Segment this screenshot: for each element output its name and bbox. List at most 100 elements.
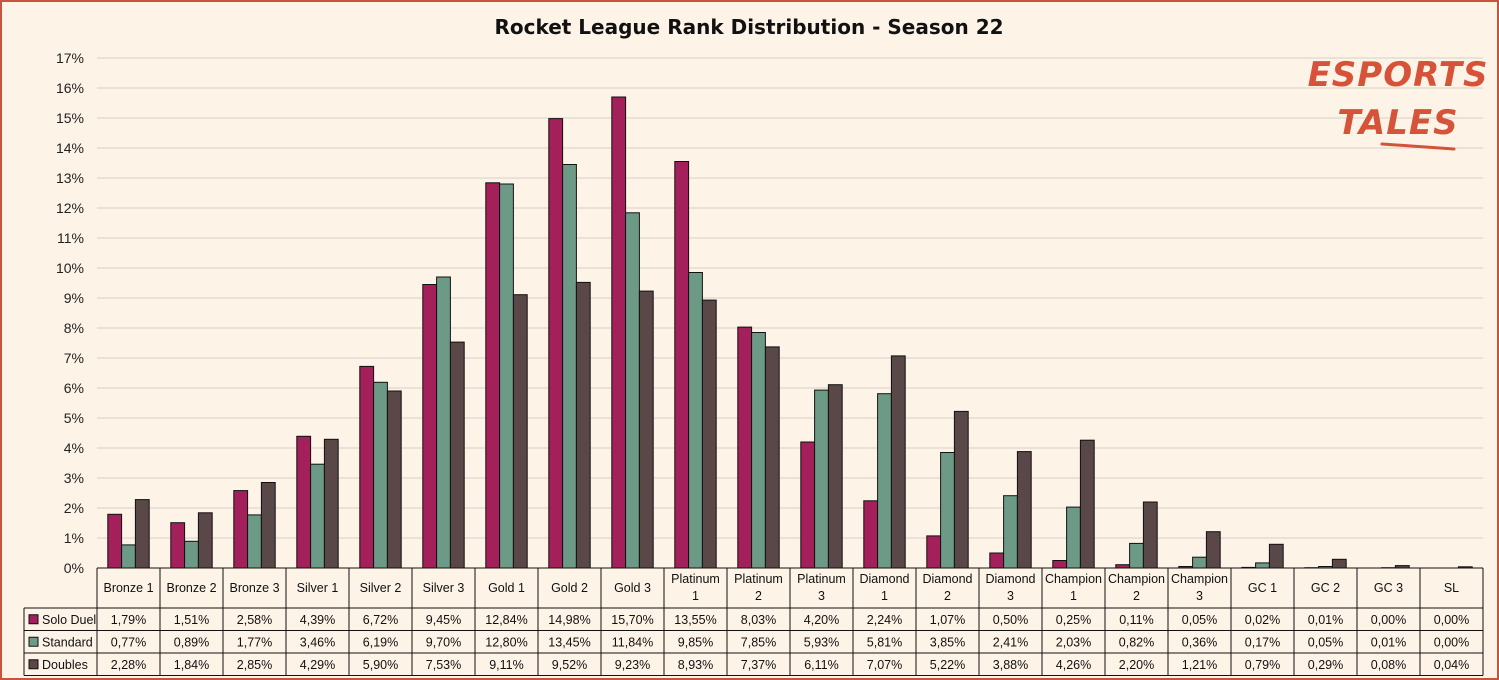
table-cell: 1,21% <box>1182 658 1217 672</box>
category-label: Champion 1 <box>1045 572 1102 603</box>
bar-standard <box>1066 506 1081 569</box>
bar-solo-duel <box>296 435 312 569</box>
bar-solo-duel <box>422 284 438 569</box>
y-axis-ticks: 0% 1% 2% 3% 4% 5% 6% 7% 8% 9% 10% 11% 12% 13% 14% 15% 16… <box>56 50 84 576</box>
bar-standard <box>373 381 388 569</box>
table-cell: 13,55% <box>674 613 716 627</box>
category-label: Bronze 1 <box>103 581 153 595</box>
table-cell: 0,29% <box>1308 658 1343 672</box>
bar-doubles <box>512 294 528 569</box>
bar-standard <box>625 212 640 569</box>
table-cell: 6,72% <box>363 613 398 627</box>
bar-standard <box>1129 542 1144 569</box>
category-label: Champion 3 <box>1171 572 1228 603</box>
bar-standard <box>499 183 514 569</box>
bar-doubles <box>323 438 339 569</box>
table-cell: 2,85% <box>237 658 272 672</box>
table-cell: 4,26% <box>1056 658 1091 672</box>
category-label: GC 2 <box>1311 581 1340 595</box>
table-cell: 6,11% <box>804 658 839 672</box>
table-cell: 0,11% <box>1119 613 1154 627</box>
bar-solo-duel <box>107 513 123 569</box>
table-cell: 1,51% <box>174 613 209 627</box>
table-cell: 5,93% <box>804 635 839 649</box>
table-cell: 11,84% <box>612 635 653 649</box>
bar-standard <box>121 544 136 569</box>
y-tick-label: 6% <box>64 380 84 396</box>
table-cell: 0,05% <box>1182 613 1217 627</box>
table-cell: 13,45% <box>548 635 590 649</box>
bar-standard <box>814 389 829 569</box>
table-cell: 12,80% <box>485 635 527 649</box>
table-cell: 2,41% <box>993 635 1028 649</box>
bar-doubles <box>638 290 654 569</box>
bar-standard <box>247 514 262 569</box>
bar-doubles <box>953 410 969 569</box>
bar-doubles <box>134 499 150 569</box>
bar-solo-duel <box>674 161 690 569</box>
bar-doubles <box>827 384 843 569</box>
bar-solo-duel <box>233 490 249 569</box>
bar-solo-duel <box>926 535 942 569</box>
bar-doubles <box>197 512 213 569</box>
y-tick-label: 16% <box>56 80 84 96</box>
bar-doubles <box>1268 543 1284 569</box>
y-tick-label: 4% <box>64 440 84 456</box>
category-label: Gold 1 <box>488 581 525 595</box>
bar-doubles <box>260 482 276 569</box>
table-cell: 0,25% <box>1056 613 1091 627</box>
table-cell: 1,07% <box>930 613 965 627</box>
table-cell: 1,79% <box>111 613 146 627</box>
table-cell: 0,00% <box>1434 635 1469 649</box>
bar-standard <box>310 463 325 569</box>
category-label: Gold 2 <box>551 581 588 595</box>
legend-swatch <box>28 659 39 670</box>
table-cell: 3,88% <box>993 658 1028 672</box>
table-cell: 14,98% <box>548 613 590 627</box>
logo-underline <box>1380 142 1456 151</box>
chart-title: Rocket League Rank Distribution - Season… <box>494 15 1003 39</box>
bar-standard <box>562 164 577 569</box>
table-cell: 7,85% <box>741 635 776 649</box>
bar-doubles <box>1079 439 1095 569</box>
table-cell: 8,03% <box>741 613 776 627</box>
bar-solo-duel <box>485 182 501 569</box>
y-tick-label: 15% <box>56 110 84 126</box>
y-tick-label: 10% <box>56 260 84 276</box>
bar-standard <box>688 272 703 569</box>
bar-solo-duel <box>359 365 375 569</box>
table-cell: 2,28% <box>111 658 146 672</box>
legend-swatch <box>28 614 39 625</box>
table-cell: 9,23% <box>615 658 650 672</box>
legend-swatch <box>28 636 39 647</box>
bar-doubles <box>1331 558 1347 569</box>
category-label: Diamond 1 <box>859 572 909 603</box>
bar-doubles <box>764 346 780 569</box>
bar-doubles <box>449 341 465 569</box>
table-cell: 7,07% <box>867 658 902 672</box>
y-tick-label: 8% <box>64 320 84 336</box>
bars <box>107 96 1473 569</box>
table-cell: 3,46% <box>300 635 335 649</box>
table-cell: 3,85% <box>930 635 965 649</box>
data-table: Bronze 1 Bronze 2 Bronze 3 Silver 1 Silver 2… <box>23 567 1484 676</box>
bar-doubles <box>1016 451 1032 569</box>
table-cell: 2,24% <box>867 613 902 627</box>
table-cell: 12,84% <box>485 613 527 627</box>
category-label: Silver 2 <box>360 581 402 595</box>
table-cell: 7,37% <box>741 658 776 672</box>
category-label: GC 3 <box>1374 581 1403 595</box>
category-label: Platinum 1 <box>671 572 720 603</box>
bar-standard <box>1192 556 1207 569</box>
table-cell: 7,53% <box>426 658 461 672</box>
table-cell: 0,08% <box>1371 658 1406 672</box>
bar-solo-duel <box>863 500 879 569</box>
table-cell: 2,58% <box>237 613 272 627</box>
logo-line-1: ESPORTS <box>1308 55 1489 95</box>
table-cell: 0,00% <box>1434 613 1469 627</box>
table-cell: 0,17% <box>1245 635 1280 649</box>
table-cell: 0,05% <box>1308 635 1343 649</box>
y-tick-label: 0% <box>64 560 84 576</box>
y-tick-label: 12% <box>56 200 84 216</box>
